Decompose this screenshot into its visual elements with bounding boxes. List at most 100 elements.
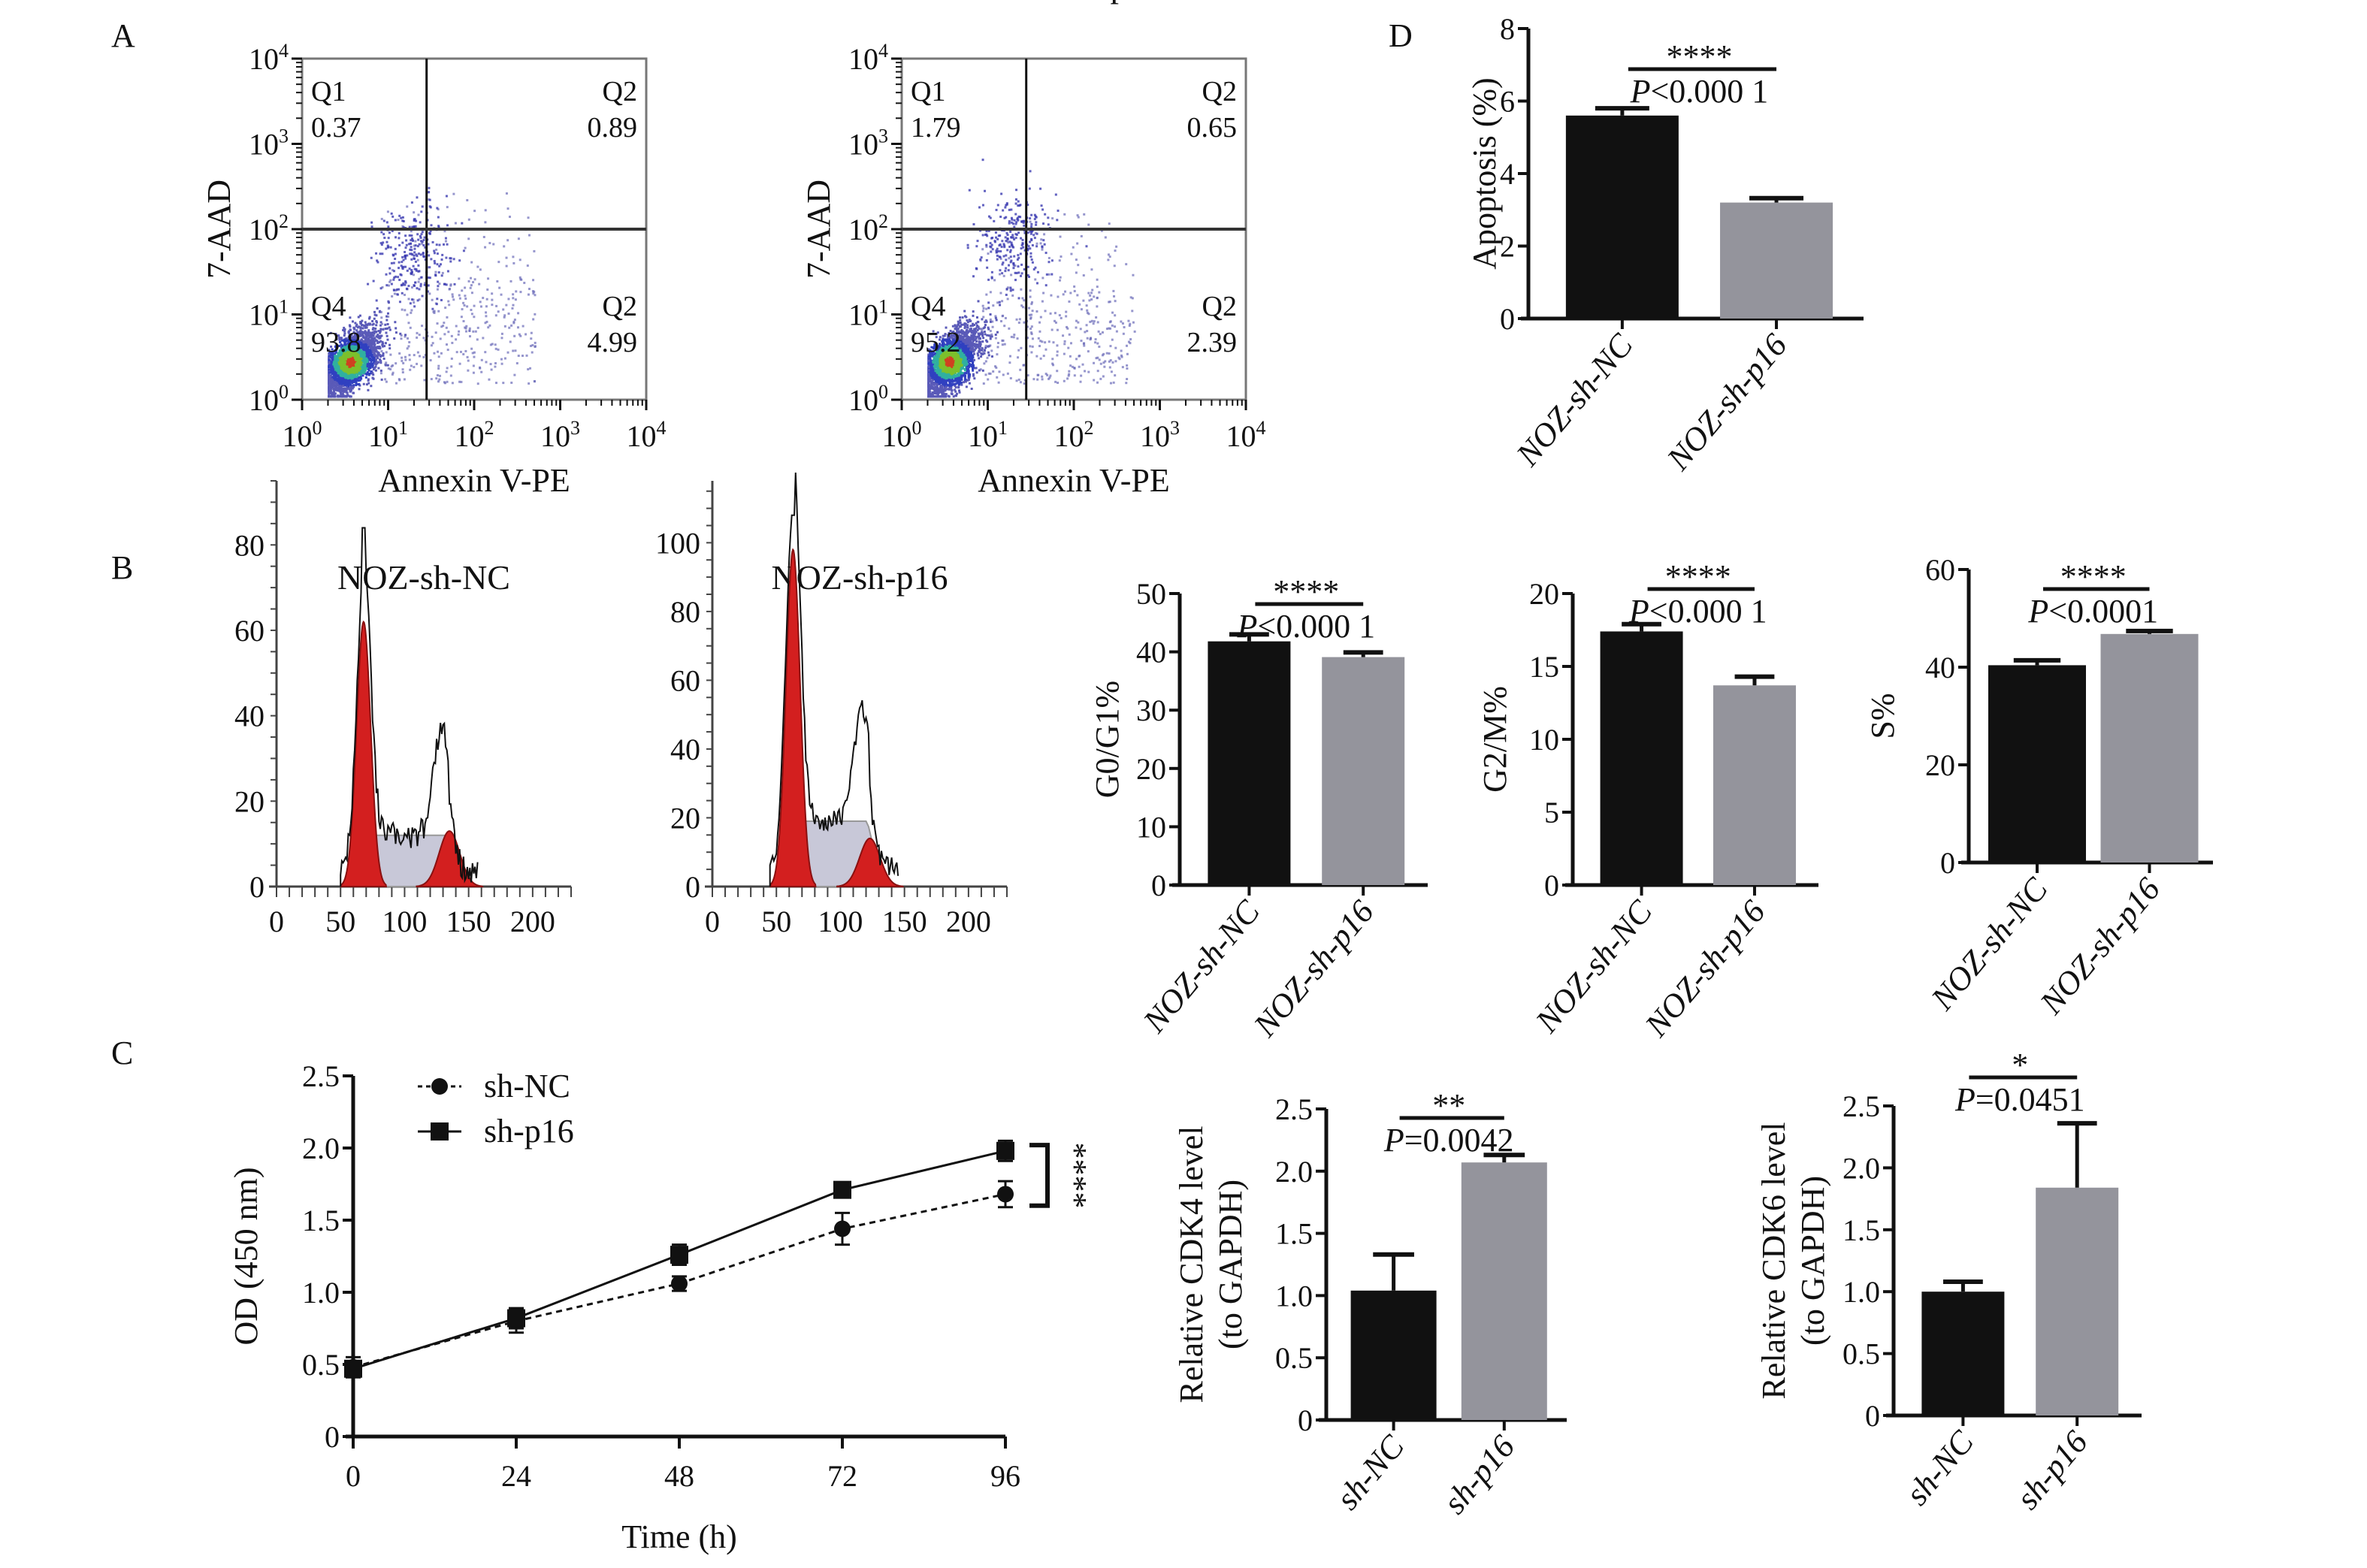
event-dot (965, 385, 968, 388)
event-dot (388, 326, 391, 329)
event-dot (970, 356, 973, 359)
event-dot (373, 343, 376, 346)
event-dot (458, 297, 461, 300)
event-dot (977, 325, 980, 328)
event-dot (963, 376, 966, 379)
event-dot (521, 325, 524, 328)
event-dot (470, 276, 473, 279)
event-dot (958, 376, 961, 379)
event-dot (366, 365, 369, 368)
quadrant-name: Q2 (603, 76, 637, 107)
event-dot (373, 361, 376, 364)
event-dot (945, 388, 948, 391)
event-dot (530, 331, 533, 334)
event-dot (472, 330, 475, 333)
event-dot (346, 376, 349, 379)
event-dot (382, 241, 385, 244)
event-dot (482, 297, 485, 300)
event-dot (528, 382, 531, 385)
event-dot (338, 355, 341, 358)
event-dot (340, 355, 343, 358)
event-dot (418, 288, 421, 291)
event-dot (433, 352, 436, 355)
event-dot (352, 385, 355, 388)
event-dot (505, 264, 508, 267)
event-dot (367, 332, 370, 335)
event-dot (329, 382, 332, 385)
event-dot (352, 384, 355, 387)
event-dot (427, 243, 430, 246)
event-dot (948, 385, 951, 388)
event-dot (935, 332, 938, 335)
event-dot (974, 367, 977, 370)
event-dot (404, 250, 407, 253)
event-dot (347, 353, 350, 356)
event-dot (404, 246, 407, 249)
event-dot (348, 373, 351, 376)
event-dot (434, 331, 437, 334)
event-dot (352, 331, 355, 334)
event-dot (340, 352, 343, 355)
event-dot (330, 387, 333, 390)
event-dot (419, 285, 422, 288)
event-dot (364, 349, 367, 352)
event-dot (424, 246, 427, 249)
event-dot (334, 361, 337, 364)
event-dot (374, 331, 377, 334)
event-dot (970, 387, 973, 390)
event-dot (359, 329, 362, 332)
event-dot (370, 360, 373, 363)
event-dot (392, 278, 395, 281)
event-dot (428, 276, 431, 279)
event-dot (429, 230, 432, 233)
event-dot (398, 267, 401, 270)
event-dot (476, 326, 479, 329)
event-dot (331, 361, 334, 364)
event-dot (436, 374, 439, 377)
event-dot (443, 230, 446, 233)
event-dot (438, 264, 441, 267)
event-dot (335, 344, 338, 347)
event-dot (374, 362, 377, 365)
event-dot (435, 248, 438, 251)
event-dot (534, 341, 537, 344)
event-dot (473, 355, 476, 358)
panel-letter-a: A (111, 17, 135, 54)
event-dot (428, 231, 431, 234)
event-dot (395, 288, 398, 291)
event-dot (983, 352, 986, 355)
event-dot (365, 373, 368, 376)
event-dot (459, 350, 462, 353)
event-dot (344, 354, 347, 357)
event-dot (414, 225, 417, 228)
event-dot (398, 301, 401, 304)
event-dot (369, 364, 372, 367)
event-dot (513, 319, 516, 322)
event-dot (360, 377, 363, 380)
event-dot (364, 367, 367, 370)
event-dot (417, 264, 420, 267)
event-dot (328, 349, 331, 352)
event-dot (938, 356, 941, 359)
event-dot (364, 346, 367, 349)
event-dot (404, 293, 407, 296)
event-dot (382, 352, 385, 355)
event-dot (464, 298, 467, 301)
event-dot (413, 211, 416, 214)
event-dot (361, 364, 364, 367)
event-dot (410, 201, 413, 204)
event-dot (469, 286, 472, 289)
event-dot (433, 310, 436, 313)
event-dot (344, 381, 347, 384)
event-dot (974, 343, 977, 346)
event-dot (363, 325, 366, 328)
event-dot (335, 347, 338, 350)
event-dot (366, 343, 369, 346)
event-dot (500, 337, 503, 340)
event-dot (371, 340, 374, 343)
event-dot (379, 372, 382, 375)
event-dot (359, 333, 362, 336)
event-dot (347, 331, 350, 334)
event-dot (413, 218, 416, 221)
event-dot (470, 261, 473, 264)
